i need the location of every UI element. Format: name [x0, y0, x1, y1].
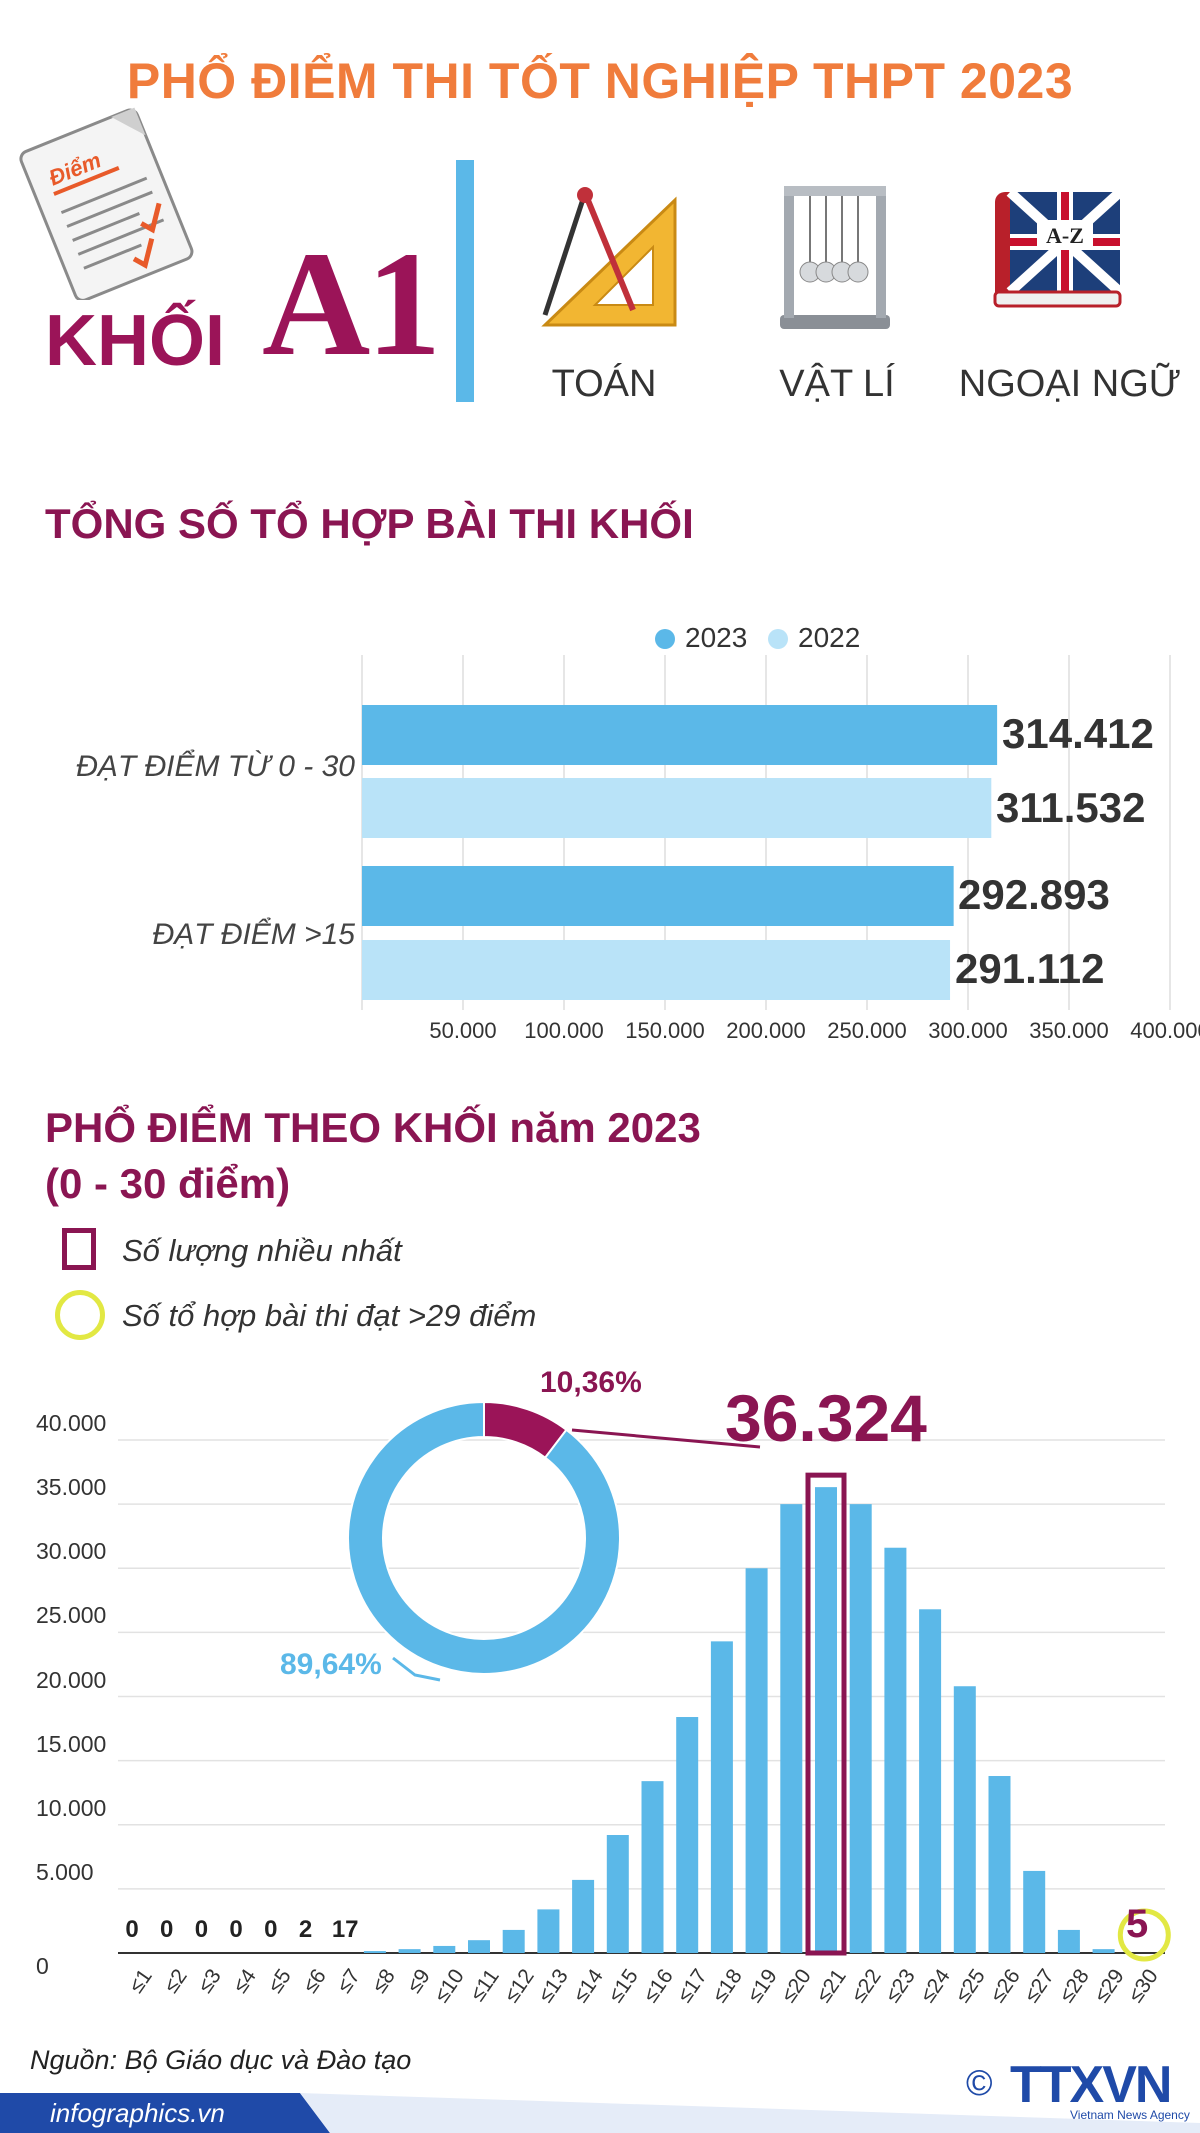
dist-ytick-label: 15.000	[36, 1730, 107, 1757]
section-title-line2: (0 - 30 điểm)	[45, 1160, 291, 1207]
dist-bar-9	[398, 1949, 421, 1953]
header-divider	[456, 160, 474, 402]
agency-name: Vietnam News Agency	[1070, 2108, 1190, 2122]
peak-value-label: 36.324	[725, 1381, 927, 1455]
dist-bar-24	[919, 1609, 942, 1953]
section-title-line1: PHỔ ĐIỂM THEO KHỐI năm 2023	[45, 1104, 701, 1151]
dist-ytick-label: 0	[36, 1953, 49, 1979]
dist-ytick-label: 25.000	[36, 1602, 107, 1629]
donut-leader-small	[571, 1428, 761, 1449]
ttxvn-logo: TTXVN	[1010, 2056, 1172, 2114]
hbar-xtick-label: 100.000	[524, 1018, 604, 1043]
dist-bar-12	[502, 1929, 525, 1953]
dist-bar-22	[849, 1504, 872, 1953]
subject-label-physics: VẬT LÍ	[779, 363, 895, 405]
dist-ytick-label: 35.000	[36, 1474, 107, 1501]
page-title: PHỔ ĐIỂM THI TỐT NGHIỆP THPT 2023	[126, 53, 1074, 109]
section-title-total: TỔNG SỐ TỔ HỢP BÀI THI KHỐI	[45, 500, 694, 547]
category-label-over-15: ĐẠT ĐIỂM >15	[152, 918, 355, 951]
hbar-xtick-label: 250.000	[827, 1018, 907, 1043]
legend-label-2022: 2022	[798, 622, 861, 653]
dist-bar-28	[1057, 1929, 1080, 1953]
hbar-xtick-label: 50.000	[429, 1018, 497, 1043]
note-max: Số lượng nhiều nhất	[122, 1233, 402, 1268]
legend-item-2022: 2022	[768, 622, 860, 654]
value-label-0-30-2023: 314.412	[1002, 710, 1154, 757]
dist-small-value: 0	[160, 1916, 174, 1943]
hbar-2023-1	[362, 866, 954, 926]
legend-item-2023: 2023	[655, 622, 747, 654]
dist-bar-11	[468, 1940, 490, 1953]
dist-small-value: 0	[264, 1916, 278, 1943]
hbar-xtick-label: 400.000	[1130, 1018, 1200, 1043]
hbar-2023-0	[362, 705, 998, 765]
donut-label-large: 89,64%	[280, 1648, 382, 1681]
legend-dot-2023	[655, 629, 675, 649]
khoi-code: A1	[262, 221, 441, 387]
value-label-over15-2023: 292.893	[958, 871, 1110, 918]
dist-bar-18	[710, 1641, 733, 1953]
dist-bar-26	[988, 1776, 1011, 1953]
dist-small-value: 17	[331, 1916, 359, 1943]
dist-small-value: 0	[194, 1916, 209, 1943]
dist-bar-23	[884, 1547, 907, 1953]
dist-bar-17	[676, 1717, 699, 1953]
dist-bar-29	[1092, 1949, 1115, 1953]
subject-label-foreign-language: NGOẠI NGỮ	[958, 363, 1182, 405]
hbar-xtick-label: 350.000	[1029, 1018, 1109, 1043]
donut-leader-large	[392, 1656, 441, 1682]
legend-dot-2022	[768, 629, 788, 649]
hbar-xtick-label: 200.000	[726, 1018, 806, 1043]
compass-ruler-icon	[541, 187, 677, 327]
hbar-2022-1	[362, 940, 951, 1000]
dictionary-book-icon: A-Z	[993, 188, 1124, 308]
score-paper-icon: Điểm	[19, 107, 194, 300]
newtons-cradle-icon	[780, 186, 890, 329]
horizontal-bar-chart	[361, 655, 1171, 1010]
dist-bar-13	[537, 1909, 560, 1953]
website-link[interactable]: infographics.vn	[50, 2098, 225, 2128]
dist-bar-10	[433, 1945, 456, 1953]
note-over29: Số tổ hợp bài thi đạt >29 điểm	[122, 1298, 537, 1333]
donut-slice-2	[347, 1400, 621, 1675]
max-marker-legend-icon	[62, 1228, 96, 1270]
peak-highlight-box	[805, 1472, 847, 1956]
dist-bar-25	[953, 1686, 976, 1953]
dist-bar-8	[363, 1951, 386, 1953]
dist-ytick-label: 30.000	[36, 1538, 107, 1565]
footer-bar	[0, 2093, 1200, 2133]
donut-label-small: 10,36%	[540, 1366, 642, 1399]
book-icon-text: A-Z	[1046, 223, 1084, 248]
dist-bar-16	[641, 1781, 664, 1953]
dist-bar-15	[606, 1835, 629, 1953]
value-label-over15-2022: 291.112	[955, 945, 1105, 992]
dist-bar-27	[1023, 1870, 1046, 1953]
over29-legend-icon	[55, 1290, 105, 1340]
khoi-label: KHỐI	[45, 301, 225, 381]
source-note: Nguồn: Bộ Giáo dục và Đào tạo	[30, 2045, 412, 2075]
section-title-distribution: PHỔ ĐIỂM THEO KHỐI năm 2023 (0 - 30 điểm…	[45, 1100, 701, 1212]
dist-small-value: 0	[229, 1916, 243, 1943]
category-label-0-30: ĐẠT ĐIỂM TỪ 0 - 30	[76, 750, 355, 783]
dist-bar-21	[815, 1487, 837, 1953]
dist-bar-19	[745, 1568, 768, 1953]
dist-ytick-label: 40.000	[36, 1410, 107, 1436]
hbar-xtick-label: 150.000	[625, 1018, 705, 1043]
dist-small-value: 2	[298, 1916, 313, 1943]
over29-value-label: 5	[1126, 1902, 1149, 1946]
hbar-xtick-label: 300.000	[928, 1018, 1008, 1043]
over29-highlight-circle	[1117, 1908, 1171, 1962]
dist-small-value: 0	[125, 1916, 139, 1943]
dist-bar-20	[780, 1504, 803, 1953]
subject-label-math: TOÁN	[551, 363, 657, 405]
copyright-icon: ©	[966, 2062, 993, 2103]
dist-ytick-label: 20.000	[36, 1666, 107, 1693]
dist-ytick-label: 5.000	[36, 1858, 94, 1885]
dist-bar-14	[572, 1879, 595, 1953]
legend-label-2023: 2023	[685, 622, 748, 653]
value-label-0-30-2022: 311.532	[996, 784, 1146, 831]
hbar-2022-0	[362, 778, 992, 838]
dist-ytick-label: 10.000	[36, 1794, 107, 1821]
